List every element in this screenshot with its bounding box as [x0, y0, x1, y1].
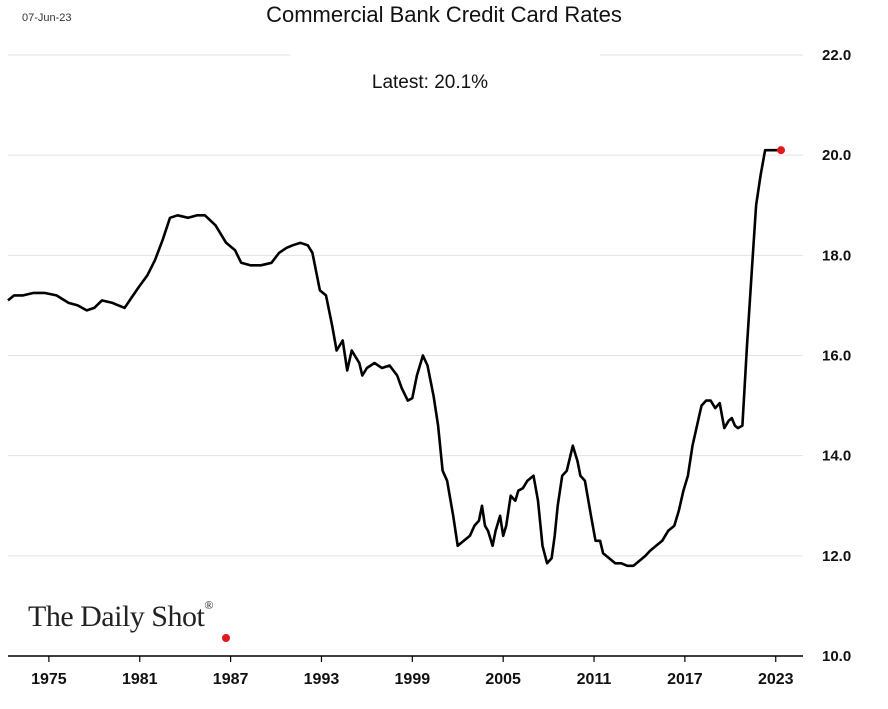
chart-title: Commercial Bank Credit Card Rates	[266, 2, 622, 27]
chart-subtitle: Latest: 20.1%	[371, 72, 489, 93]
x-axis: 1975 1981 1987 1993 1999 2005 2011 2017 2023	[8, 655, 803, 688]
grid-lines	[8, 54, 803, 557]
y-tick-label: 12.0	[822, 548, 851, 565]
x-tick-label: 1993	[304, 671, 340, 688]
latest-point-marker	[777, 146, 786, 155]
logo-mark: ®	[204, 598, 213, 612]
x-tick-label: 1999	[395, 671, 431, 688]
y-tick-label: 14.0	[822, 448, 851, 465]
x-tick-label: 2005	[485, 671, 521, 688]
y-tick-label: 22.0	[822, 47, 851, 64]
y-axis-ticks: 10.0 12.0 14.0 16.0 18.0 20.0 22.0	[822, 47, 851, 665]
series-layer	[7, 146, 786, 568]
x-tick-label: 1981	[122, 671, 158, 688]
series-line	[7, 148, 781, 568]
daily-shot-logo: The Daily Shot®	[28, 598, 213, 634]
x-tick-label: 2011	[577, 671, 612, 688]
x-tick-label: 2023	[758, 671, 794, 688]
y-tick-label: 18.0	[822, 247, 851, 264]
x-tick-label: 2017	[667, 671, 703, 688]
logo-text: The Daily Shot	[28, 600, 205, 633]
y-tick-label: 16.0	[822, 348, 851, 365]
date-stamp: 07-Jun-23	[22, 12, 72, 24]
y-tick-label: 20.0	[822, 147, 851, 164]
x-tick-label: 1987	[213, 671, 249, 688]
y-tick-label: 10.0	[822, 648, 851, 665]
logo-dot-icon	[222, 634, 230, 642]
x-tick-label: 1975	[31, 671, 67, 688]
